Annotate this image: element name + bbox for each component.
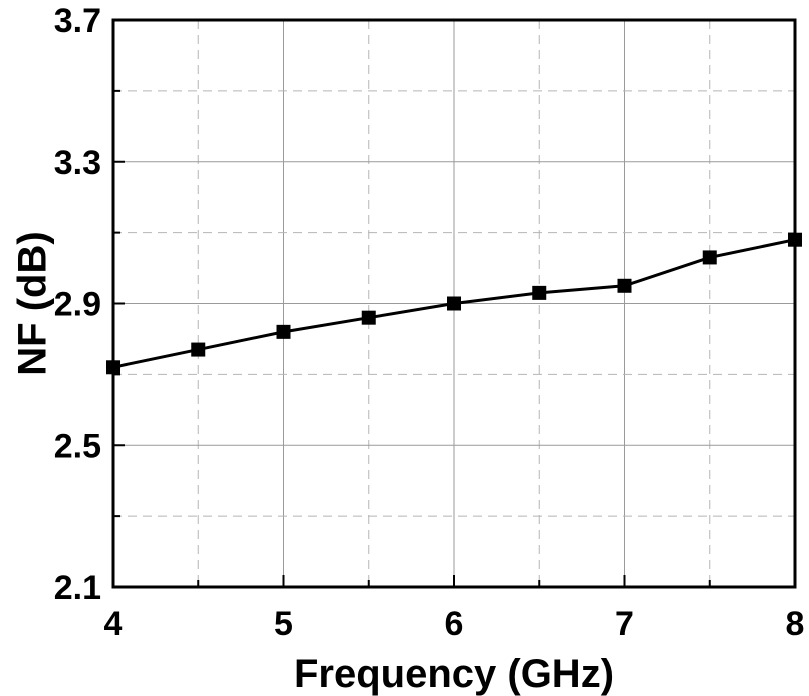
data-point-marker: [276, 324, 291, 339]
x-tick-label: 5: [274, 605, 293, 643]
y-tick-labels: 2.1 2.5 2.9 3.3 3.7: [54, 2, 101, 607]
grid: [113, 20, 795, 587]
x-tick-label: 8: [786, 605, 805, 643]
y-tick-label: 3.7: [54, 2, 101, 40]
y-tick-label: 3.3: [54, 144, 101, 182]
axis-ticks: [112, 19, 796, 588]
data-point-marker: [532, 285, 547, 300]
x-tick-label: 7: [615, 605, 634, 643]
x-axis-title: Frequency (GHz): [294, 652, 614, 696]
x-tick-label: 4: [104, 605, 123, 643]
data-point-marker: [702, 250, 717, 265]
data-point-marker: [447, 296, 461, 311]
y-tick-label: 2.5: [54, 427, 101, 465]
x-tick-label: 6: [445, 605, 464, 643]
y-tick-label: 2.1: [54, 569, 101, 607]
data-point-marker: [361, 310, 376, 325]
y-tick-label: 2.9: [54, 286, 101, 324]
y-axis-title: NF (dB): [11, 231, 55, 375]
x-tick-labels: 4 5 6 7 8: [104, 605, 805, 643]
data-point-marker: [617, 278, 632, 293]
data-point-marker: [191, 342, 206, 357]
